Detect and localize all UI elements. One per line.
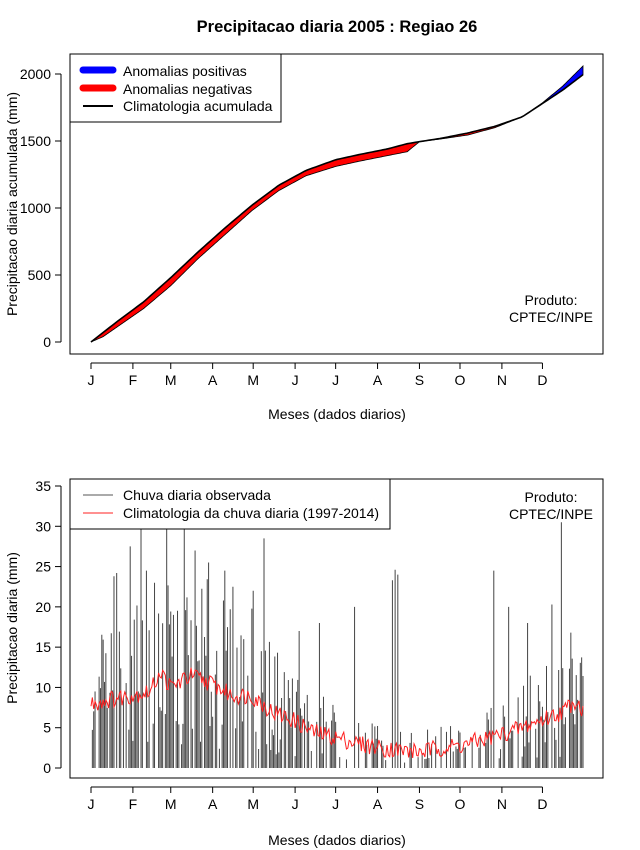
- x-tick-label: J: [88, 796, 95, 812]
- y-tick-label: 30: [35, 518, 51, 534]
- top-y-axis-label: Precipitacao diaria acumulada (mm): [4, 92, 20, 316]
- x-tick-label: D: [537, 796, 547, 812]
- y-tick-label: 35: [35, 478, 51, 494]
- top-legend-label-positive: Anomalias positivas: [123, 63, 247, 79]
- bottom-legend-label-climatology: Climatologia da chuva diaria (1997-2014): [123, 505, 379, 521]
- top-climatology-line: [90, 74, 584, 343]
- bottom-chart: 0 5 10 15 20 25 30 35 J F M A M J J A S O N D Meses (dados…: [4, 478, 604, 848]
- positive-anomaly-area: [520, 64, 584, 119]
- x-tick-label: O: [455, 796, 466, 812]
- negative-anomaly-area: [419, 116, 522, 143]
- top-x-axis-label: Meses (dados diarios): [268, 406, 406, 422]
- bottom-y-axis: 0 5 10 15 20 25 30 35: [35, 478, 62, 776]
- x-tick-label: A: [208, 372, 218, 388]
- y-tick-label: 2000: [20, 66, 51, 82]
- x-tick-label: M: [165, 372, 177, 388]
- x-tick-label: A: [373, 796, 383, 812]
- top-product-source: CPTEC/INPE: [509, 309, 593, 325]
- top-chart: 0 500 1000 1500 2000 J F M A M J J A S O N D Meses (dad…: [4, 53, 604, 422]
- bottom-bars-layer: [91, 522, 584, 768]
- x-tick-label: J: [292, 372, 299, 388]
- bottom-legend: Chuva diaria observada Climatologia da c…: [69, 478, 391, 530]
- y-tick-label: 500: [28, 267, 52, 283]
- x-tick-label: N: [497, 796, 507, 812]
- y-tick-label: 15: [35, 639, 51, 655]
- x-tick-label: M: [165, 796, 177, 812]
- chart-title: Precipitacao diaria 2005 : Regiao 26: [197, 18, 478, 36]
- y-tick-label: 20: [35, 599, 51, 615]
- top-legend-label-climatology: Climatologia acumulada: [123, 98, 273, 114]
- top-y-axis: 0 500 1000 1500 2000: [20, 66, 62, 350]
- bottom-climatology-line: [90, 667, 584, 759]
- x-tick-label: J: [292, 796, 299, 812]
- y-tick-label: 1000: [20, 200, 51, 216]
- bottom-x-axis-label: Meses (dados diarios): [268, 832, 406, 848]
- bottom-legend-box: [69, 478, 391, 530]
- y-tick-label: 5: [43, 720, 51, 736]
- bottom-product-label: Produto:: [525, 489, 578, 505]
- x-tick-label: F: [129, 796, 138, 812]
- bottom-y-axis-label: Precipitacao diaria (mm): [4, 552, 20, 704]
- x-tick-label: A: [208, 796, 218, 812]
- top-plot-frame: [69, 53, 604, 355]
- x-tick-label: N: [497, 372, 507, 388]
- x-tick-label: J: [88, 372, 95, 388]
- x-tick-label: J: [332, 796, 339, 812]
- y-tick-label: 0: [43, 760, 51, 776]
- negative-anomaly-area: [90, 141, 419, 343]
- x-tick-label: M: [247, 372, 259, 388]
- x-tick-label: S: [415, 372, 424, 388]
- x-tick-label: D: [537, 372, 547, 388]
- top-product-label: Produto:: [525, 292, 578, 308]
- y-tick-label: 25: [35, 559, 51, 575]
- bottom-legend-label-observed: Chuva diaria observada: [123, 487, 271, 503]
- x-tick-label: F: [129, 372, 138, 388]
- y-tick-label: 0: [43, 334, 51, 350]
- top-legend: Anomalias positivas Anomalias negativas …: [69, 53, 282, 123]
- y-tick-label: 1500: [20, 133, 51, 149]
- bottom-product-source: CPTEC/INPE: [509, 506, 593, 522]
- top-legend-label-negative: Anomalias negativas: [123, 81, 252, 97]
- x-tick-label: O: [455, 372, 466, 388]
- x-tick-label: A: [373, 372, 383, 388]
- x-tick-label: S: [415, 796, 424, 812]
- x-tick-label: J: [332, 372, 339, 388]
- y-tick-label: 10: [35, 679, 51, 695]
- x-tick-label: M: [247, 796, 259, 812]
